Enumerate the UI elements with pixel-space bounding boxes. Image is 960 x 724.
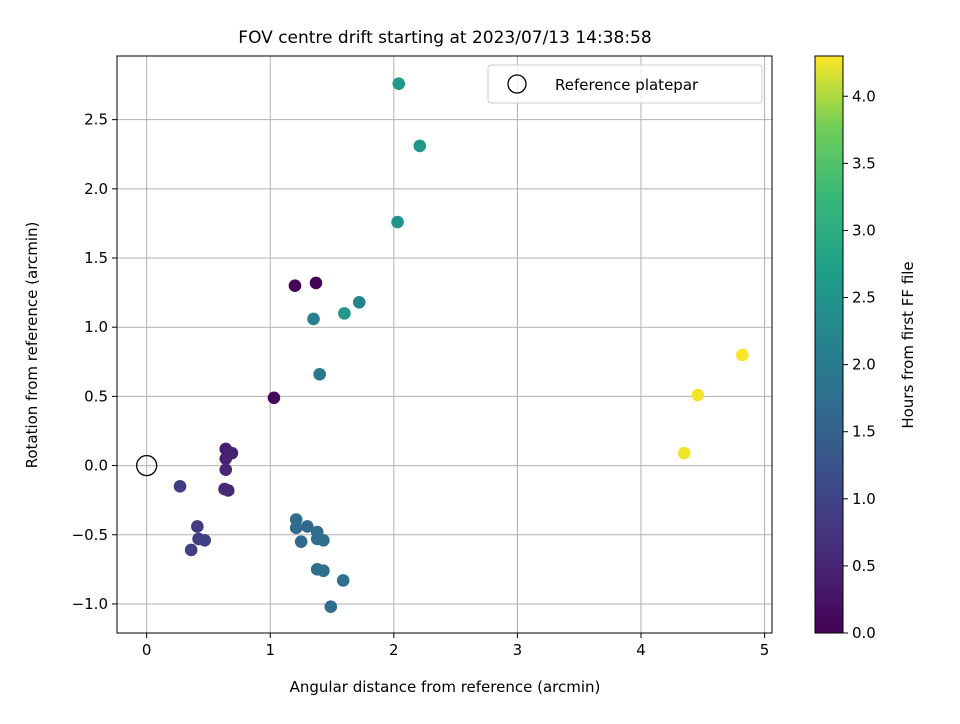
chart-title: FOV centre drift starting at 2023/07/13 … bbox=[238, 28, 651, 48]
colorbar-tick-label: 0.5 bbox=[852, 557, 876, 575]
data-point bbox=[317, 564, 330, 578]
legend-label: Reference platepar bbox=[555, 76, 699, 94]
colorbar-tick-label: 2.0 bbox=[852, 356, 876, 374]
colorbar-tick-label: 0.0 bbox=[852, 624, 876, 642]
data-point bbox=[309, 276, 323, 290]
y-tick-label: 1.0 bbox=[84, 318, 108, 336]
legend-box bbox=[487, 64, 763, 104]
legend-reference-marker bbox=[507, 74, 527, 94]
y-axis-ticks: −1.0 −0.5 0.0 0.5 1.0 1.5 2.0 2.5 bbox=[72, 111, 117, 613]
legend: Reference platepar bbox=[487, 64, 763, 104]
data-point bbox=[307, 312, 320, 326]
data-point bbox=[736, 348, 749, 362]
data-point bbox=[677, 446, 691, 460]
data-point bbox=[301, 520, 314, 533]
data-point bbox=[313, 367, 326, 381]
colorbar-tick-label: 1.5 bbox=[852, 423, 876, 441]
y-tick-label: −1.0 bbox=[72, 595, 108, 613]
y-tick-label: −0.5 bbox=[72, 526, 108, 544]
data-point bbox=[267, 391, 281, 405]
data-point bbox=[219, 452, 233, 465]
data-point bbox=[289, 521, 303, 535]
colorbar-tick-label: 2.5 bbox=[852, 289, 876, 307]
x-tick-label: 0 bbox=[142, 641, 152, 659]
y-tick-label: 2.5 bbox=[84, 111, 108, 129]
data-point bbox=[198, 533, 212, 547]
colorbar-label: Hours from first FF file bbox=[899, 261, 917, 428]
colorbar-gradient bbox=[814, 55, 844, 634]
data-point bbox=[324, 600, 338, 614]
grid-lines bbox=[117, 56, 772, 633]
data-point bbox=[391, 215, 404, 229]
data-point bbox=[413, 139, 427, 153]
data-points bbox=[136, 77, 749, 614]
x-axis-label: Angular distance from reference (arcmin) bbox=[290, 678, 601, 696]
y-tick-label: 0.5 bbox=[84, 387, 108, 405]
data-point bbox=[191, 520, 204, 533]
x-tick-label: 1 bbox=[265, 641, 275, 659]
colorbar-tick-label: 4.0 bbox=[852, 87, 876, 105]
data-point bbox=[317, 533, 330, 547]
data-point bbox=[173, 480, 187, 493]
plot-area-frame bbox=[116, 55, 773, 634]
colorbar-tick-label: 1.0 bbox=[852, 490, 876, 508]
x-tick-label: 2 bbox=[389, 641, 399, 659]
x-tick-label: 4 bbox=[636, 641, 646, 659]
data-point bbox=[184, 543, 198, 557]
data-point bbox=[336, 574, 350, 587]
x-tick-label: 5 bbox=[760, 641, 770, 659]
colorbar-tick-label: 3.0 bbox=[852, 221, 876, 239]
colorbar-ticks: 0.0 0.5 1.0 1.5 2.0 2.5 3.0 3.5 4.0 bbox=[843, 87, 876, 642]
data-point bbox=[392, 77, 406, 90]
y-tick-label: 2.0 bbox=[84, 180, 108, 198]
data-point bbox=[691, 388, 705, 402]
data-point bbox=[221, 484, 235, 497]
data-point bbox=[219, 463, 233, 477]
colorbar: 0.0 0.5 1.0 1.5 2.0 2.5 3.0 3.5 4.0 Hours from f… bbox=[814, 55, 917, 642]
y-tick-label: 0.0 bbox=[84, 457, 108, 475]
reference-platepar-marker bbox=[136, 454, 158, 477]
y-tick-label: 1.5 bbox=[84, 249, 108, 267]
y-axis-label: Rotation from reference (arcmin) bbox=[23, 222, 41, 469]
data-point bbox=[338, 307, 351, 320]
colorbar-tick-label: 3.5 bbox=[852, 154, 876, 172]
x-tick-label: 3 bbox=[513, 641, 523, 659]
data-point bbox=[352, 295, 366, 309]
data-point bbox=[294, 535, 308, 548]
x-axis-ticks: 0 1 2 3 4 5 bbox=[142, 633, 769, 659]
data-point bbox=[288, 279, 302, 292]
